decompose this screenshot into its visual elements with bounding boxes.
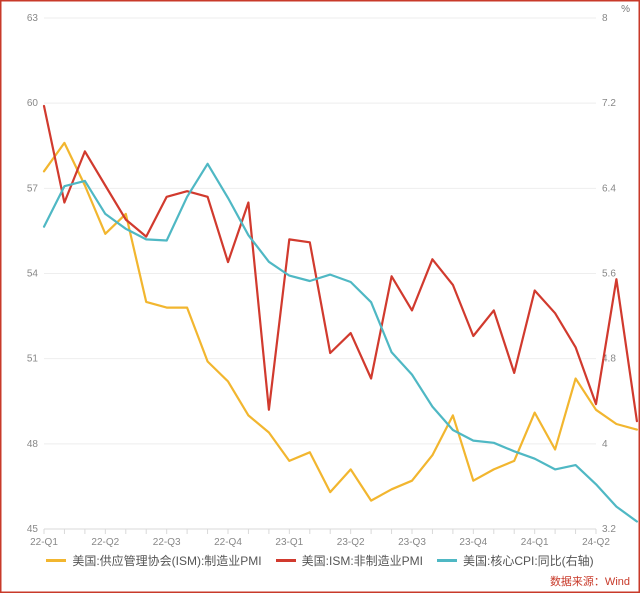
svg-text:23-Q4: 23-Q4 (459, 537, 487, 548)
svg-text:23-Q2: 23-Q2 (337, 537, 365, 548)
svg-text:8: 8 (602, 13, 608, 24)
svg-text:57: 57 (27, 183, 39, 194)
legend-label: 美国:ISM:非制造业PMI (302, 552, 423, 569)
svg-text:24-Q2: 24-Q2 (582, 537, 610, 548)
svg-text:22-Q3: 22-Q3 (153, 537, 181, 548)
svg-text:54: 54 (27, 269, 39, 280)
svg-text:6.4: 6.4 (602, 183, 616, 194)
svg-text:48: 48 (27, 439, 39, 450)
svg-text:23-Q3: 23-Q3 (398, 537, 426, 548)
svg-text:7.2: 7.2 (602, 98, 616, 109)
svg-text:3.2: 3.2 (602, 524, 616, 535)
svg-text:60: 60 (27, 98, 39, 109)
svg-text:24-Q1: 24-Q1 (521, 537, 549, 548)
chart-container: 454851545760633.244.85.66.47.2822-Q122-Q… (0, 0, 640, 593)
svg-text:63: 63 (27, 13, 39, 24)
svg-text:4: 4 (602, 439, 608, 450)
line-chart: 454851545760633.244.85.66.47.2822-Q122-Q… (0, 0, 640, 593)
svg-text:51: 51 (27, 354, 39, 365)
svg-text:45: 45 (27, 524, 39, 535)
svg-text:22-Q1: 22-Q1 (30, 537, 58, 548)
data-source-label: 数据来源：Wind (550, 573, 630, 589)
legend-swatch (276, 559, 296, 562)
svg-text:22-Q4: 22-Q4 (214, 537, 242, 548)
svg-text:23-Q1: 23-Q1 (275, 537, 303, 548)
legend: 美国:供应管理协会(ISM):制造业PMI 美国:ISM:非制造业PMI 美国:… (0, 552, 640, 569)
svg-text:5.6: 5.6 (602, 269, 616, 280)
legend-item-core-cpi: 美国:核心CPI:同比(右轴) (437, 552, 594, 569)
legend-swatch (46, 559, 66, 562)
legend-swatch (437, 559, 457, 562)
legend-label: 美国:核心CPI:同比(右轴) (463, 552, 594, 569)
legend-label: 美国:供应管理协会(ISM):制造业PMI (72, 552, 261, 569)
right-axis-unit: % (621, 4, 630, 15)
legend-item-ism-mfg: 美国:供应管理协会(ISM):制造业PMI (46, 552, 261, 569)
legend-item-ism-nonmfg: 美国:ISM:非制造业PMI (276, 552, 423, 569)
svg-text:22-Q2: 22-Q2 (91, 537, 119, 548)
